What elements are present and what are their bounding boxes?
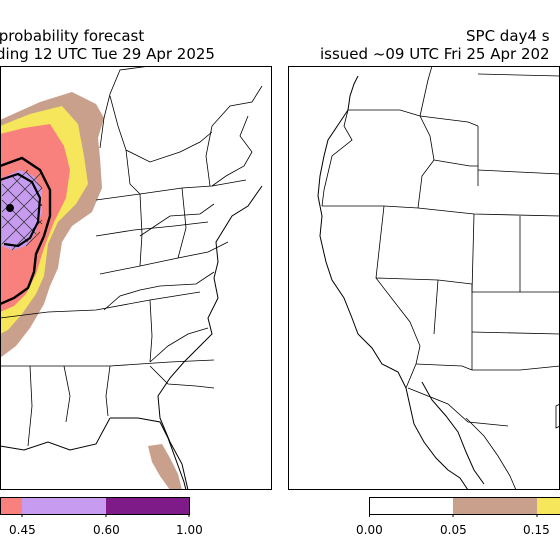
left-florida-prob-005-area bbox=[148, 444, 182, 490]
left-colorbar-frame bbox=[0, 497, 190, 515]
right-colorbar-frame bbox=[369, 497, 560, 515]
right-baja-coastline bbox=[405, 381, 485, 490]
left-colorbar-045-segment bbox=[22, 497, 106, 515]
left-contour-inner bbox=[0, 172, 42, 248]
right-colorbar-tick-label: 0.15 bbox=[523, 523, 550, 537]
left-colorbar-tick-label: 0.60 bbox=[93, 523, 120, 537]
left-florida-outline bbox=[110, 417, 187, 490]
right-title-line-1: SPC day4 s bbox=[466, 27, 550, 45]
right-borders bbox=[321, 66, 560, 427]
right-colorbar-000-segment bbox=[369, 497, 453, 515]
left-contour-outer bbox=[0, 156, 52, 306]
right-colorbar-tick-label: 0.05 bbox=[440, 523, 467, 537]
left-colorbar-tick-label: 1.00 bbox=[176, 523, 203, 537]
left-prob-045-hatch bbox=[1, 169, 43, 251]
left-title-line-1: probability forecast bbox=[0, 27, 145, 45]
left-map-panel bbox=[0, 66, 272, 490]
left-centroid-dot bbox=[6, 204, 14, 212]
left-colorbar-tick-label: 0.45 bbox=[9, 523, 36, 537]
right-colorbar-015-segment bbox=[537, 497, 560, 515]
right-map-panel bbox=[288, 66, 560, 490]
left-colorbar bbox=[0, 497, 190, 517]
right-map-background bbox=[288, 66, 560, 490]
left-map bbox=[0, 66, 272, 490]
right-map bbox=[288, 66, 560, 490]
left-east-coastline bbox=[157, 185, 263, 490]
right-colorbar-tick-label: 0.00 bbox=[356, 523, 383, 537]
left-borders bbox=[0, 66, 263, 447]
left-colorbar-060-segment bbox=[106, 497, 190, 515]
left-gulf-coastline bbox=[0, 417, 111, 451]
right-colorbar-005-segment bbox=[453, 497, 537, 515]
left-colorbar-030-segment bbox=[0, 497, 22, 515]
right-title-line-2: issued ~09 UTC Fri 25 Apr 202 bbox=[320, 45, 550, 63]
right-mexico-coastline bbox=[465, 417, 517, 490]
right-colorbar bbox=[369, 497, 560, 517]
left-map-frame bbox=[0, 66, 272, 490]
left-title-line-2: ding 12 UTC Tue 29 Apr 2025 bbox=[0, 45, 215, 63]
right-pacific-coastline bbox=[317, 75, 407, 389]
